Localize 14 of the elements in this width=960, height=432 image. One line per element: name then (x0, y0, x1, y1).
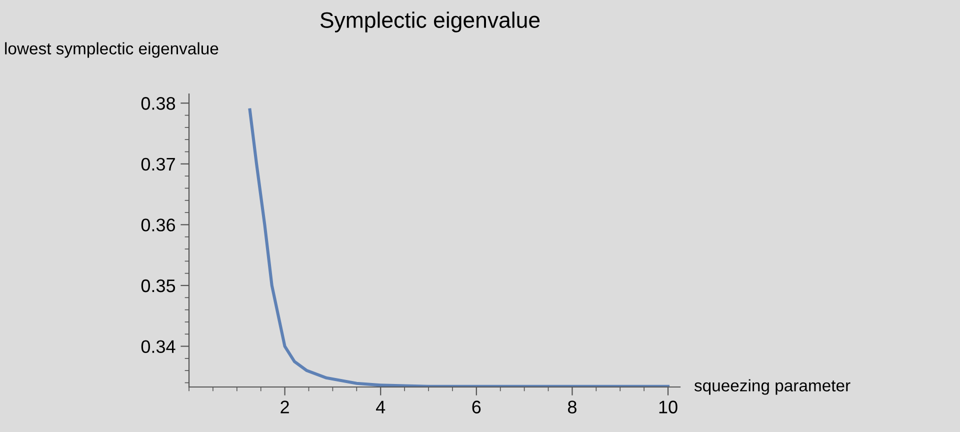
x-axis-title: squeezing parameter (694, 379, 850, 395)
y-axis-title: lowest symplectic eigenvalue (5, 42, 218, 58)
y-tick-label: 0.34 (141, 340, 176, 353)
x-tick-label: 4 (376, 400, 386, 414)
y-tick-label: 0.36 (141, 218, 176, 232)
x-tick-label: 6 (472, 400, 481, 414)
x-tick-label: 2 (280, 400, 289, 414)
line-series (248, 108, 670, 387)
y-tick-label: 0.38 (141, 97, 176, 110)
chart-title: Symplectic eigenvalue (320, 12, 540, 32)
y-tick-label: 0.37 (141, 158, 175, 171)
y-tick-label: 0.35 (141, 279, 176, 292)
x-tick-label: 10 (659, 400, 678, 414)
x-tick-label: 8 (568, 400, 576, 414)
